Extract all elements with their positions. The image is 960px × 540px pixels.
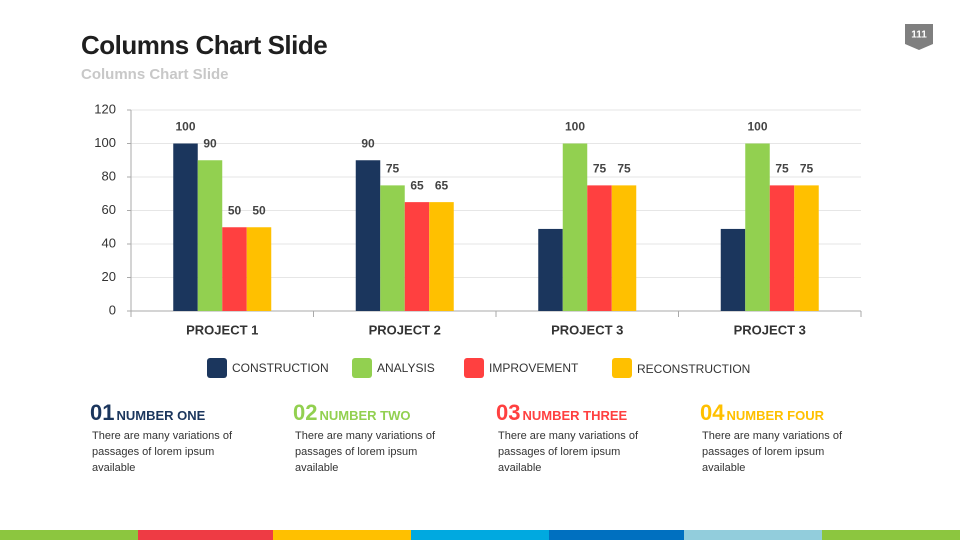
info-heading-row: 03 NUMBER THREE: [496, 400, 664, 426]
color-strip: [684, 530, 822, 540]
bar: [173, 143, 198, 311]
x-tick-label: PROJECT 1: [186, 322, 258, 337]
info-block: 01 NUMBER ONE There are many variations of…: [90, 400, 258, 476]
y-tick-label: 0: [109, 302, 116, 317]
info-block: 04 NUMBER FOUR There are many variations o…: [700, 400, 868, 476]
legend-swatch: [207, 358, 227, 378]
legend-label: CONSTRUCTION: [232, 361, 329, 375]
y-tick-label: 40: [102, 235, 116, 250]
info-heading-row: 04 NUMBER FOUR: [700, 400, 868, 426]
bar: [587, 185, 612, 311]
bar: [562, 143, 588, 311]
data-label: 50: [228, 203, 242, 217]
info-txt: There are many variations of passages of…: [295, 430, 436, 474]
color-strip: [411, 530, 549, 540]
data-label: 75: [800, 162, 814, 176]
bar: [769, 185, 795, 311]
info-num: 03: [496, 400, 521, 425]
data-label: 75: [617, 162, 631, 176]
y-tick-label: 80: [102, 168, 116, 183]
data-label: 75: [593, 162, 607, 176]
info-head: NUMBER FOUR: [726, 408, 824, 423]
info-block: 02 NUMBER TWO There are many variations of…: [293, 400, 461, 476]
data-label: 90: [361, 136, 375, 150]
info-txt: There are many variations of passages of…: [92, 430, 233, 474]
bar: [538, 228, 563, 311]
x-tick-label: PROJECT 3: [551, 322, 623, 337]
legend-label: RECONSTRUCTION: [637, 362, 750, 376]
y-tick-label: 120: [94, 101, 116, 116]
info-heading-row: 01 NUMBER ONE: [90, 400, 258, 426]
bar: [404, 202, 430, 311]
info-head: NUMBER TWO: [319, 408, 411, 423]
bar: [611, 185, 637, 311]
legend-swatch: [464, 358, 484, 378]
slide-title: Columns Chart Slide: [81, 30, 328, 60]
y-tick-label: 60: [102, 202, 116, 217]
info-num: 04: [700, 400, 725, 425]
info-head: NUMBER THREE: [522, 408, 628, 423]
data-label: 100: [175, 120, 195, 134]
x-tick-label: PROJECT 2: [369, 322, 441, 337]
bar: [246, 227, 272, 311]
y-tick-label: 100: [94, 135, 116, 150]
data-label: 90: [203, 136, 217, 150]
legend-label: IMPROVEMENT: [489, 361, 579, 375]
legend-label: ANALYSIS: [377, 361, 435, 375]
bar: [197, 160, 223, 311]
color-strip: [138, 530, 273, 540]
bar: [429, 202, 454, 311]
x-tick-label: PROJECT 3: [734, 322, 806, 337]
bar: [794, 185, 819, 311]
data-label: 50: [252, 203, 266, 217]
data-label: 75: [775, 162, 789, 176]
info-num: 01: [90, 400, 115, 425]
y-tick-label: 20: [102, 269, 116, 284]
data-label: 100: [747, 120, 767, 134]
color-strip: [0, 530, 138, 540]
color-strip: [273, 530, 411, 540]
page-badge: [905, 24, 933, 50]
color-strip: [822, 530, 960, 540]
slide-subtitle: Columns Chart Slide: [81, 66, 229, 83]
legend-swatch: [352, 358, 372, 378]
info-head: NUMBER ONE: [116, 408, 206, 423]
color-strip: [549, 530, 684, 540]
info-heading-row: 02 NUMBER TWO: [293, 400, 461, 426]
data-label: 75: [386, 162, 400, 176]
bar: [380, 185, 405, 311]
bar: [745, 143, 770, 311]
legend-swatch: [612, 358, 632, 378]
bar: [355, 160, 381, 311]
info-txt: There are many variations of passages of…: [498, 430, 639, 474]
info-txt: There are many variations of passages of…: [702, 430, 843, 474]
bar: [222, 227, 247, 311]
page-number: 111: [911, 30, 927, 41]
data-label: 65: [435, 178, 449, 192]
data-label: 65: [410, 178, 424, 192]
info-block: 03 NUMBER THREE There are many variations …: [496, 400, 664, 476]
bar: [720, 228, 746, 311]
info-num: 02: [293, 400, 318, 425]
data-label: 100: [565, 120, 585, 134]
